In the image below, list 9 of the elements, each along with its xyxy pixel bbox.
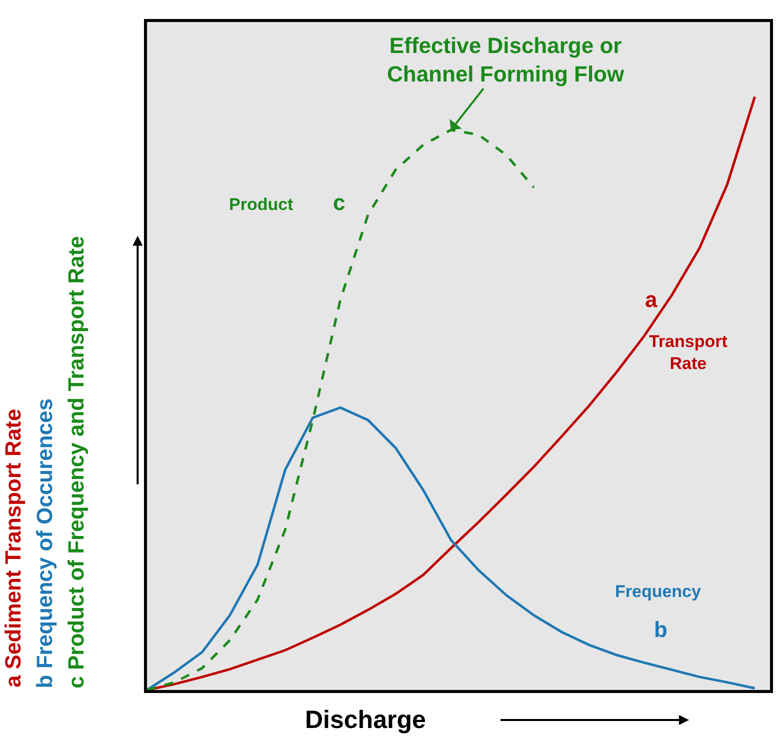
annotation: b [654,617,668,642]
y-axis-title: a Sediment Transport Rate b Frequency of Occurences c Product of Frequency and Transport Rate [0,236,88,688]
x-axis-title: Discharge [305,706,426,734]
text: Effective Discharge or Channel Forming Flow [387,33,625,87]
text: Frequency [615,582,702,601]
text: Product [229,195,294,214]
annotation: c [333,190,346,215]
annotation: a [645,287,658,312]
series-label: Transport Rate [649,332,728,374]
